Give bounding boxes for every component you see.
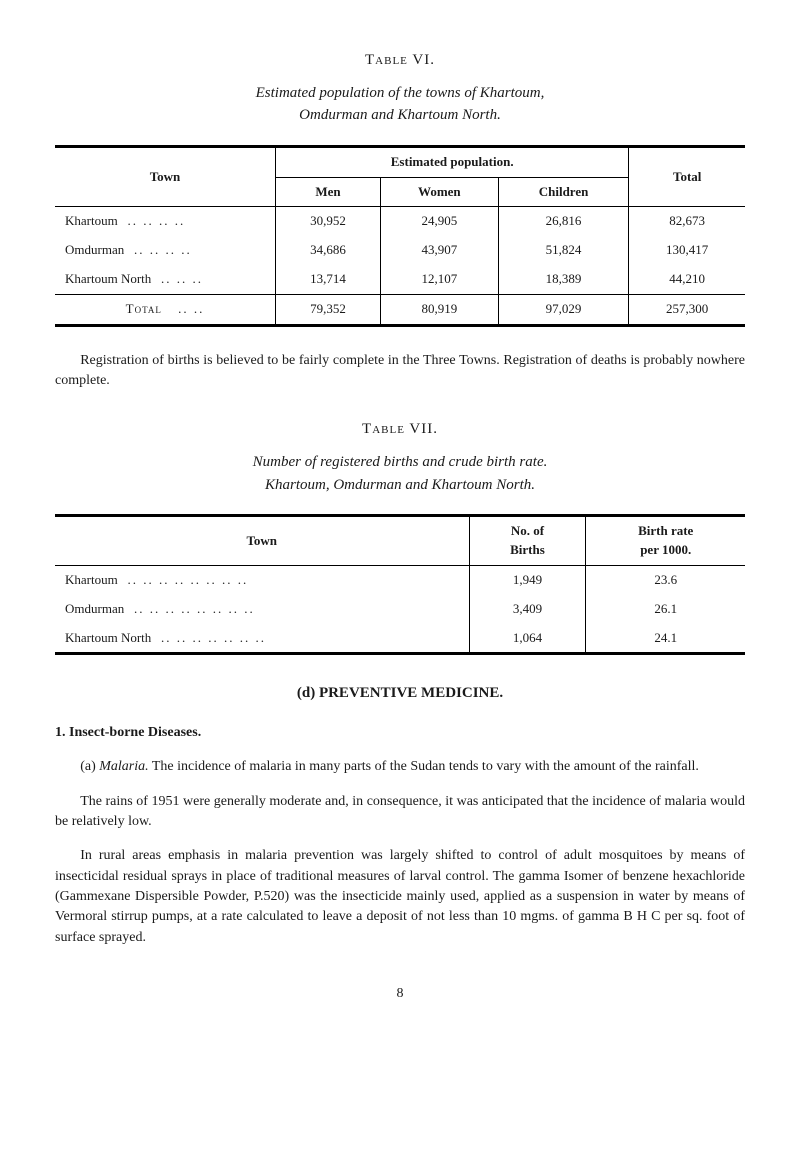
table6-total-total: 257,300 [629,294,745,325]
table6-row1-children: 51,824 [498,236,629,265]
page-number: 8 [55,984,745,1004]
dots: .. .. .. [161,271,203,286]
table-row: Khartoum North .. .. .. 13,714 12,107 18… [55,265,745,294]
malaria-a-text: The incidence of malaria in many parts o… [149,759,699,774]
dots: .. .. [178,301,204,316]
table7-col-births-line2: Births [510,542,545,557]
table6-col-men: Men [276,177,381,207]
table6-caption-line2: Omdurman and Khartoum North. [299,107,501,123]
table6-row1-total: 130,417 [629,236,745,265]
table6-row0-children: 26,816 [498,207,629,236]
table7: Town No. of Births Birth rate per 1000. … [55,514,745,655]
table-row: Khartoum North .. .. .. .. .. .. .. 1,06… [55,624,745,654]
table6-row0-women: 24,905 [381,207,499,236]
registration-paragraph: Registration of births is believed to be… [55,351,745,392]
table6-row2-town: Khartoum North [65,271,151,286]
table-row: Omdurman .. .. .. .. 34,686 43,907 51,82… [55,236,745,265]
malaria-paragraph-a: (a) Malaria. The incidence of malaria in… [55,757,745,777]
table-row: Omdurman .. .. .. .. .. .. .. .. 3,409 2… [55,595,745,624]
insect-borne-heading: 1. Insect-borne Diseases. [55,723,745,743]
table6-row0-total: 82,673 [629,207,745,236]
table7-caption: Number of registered births and crude bi… [55,451,745,496]
table6-total-women: 80,919 [381,294,499,325]
table6-col-town: Town [55,146,276,207]
table7-row0-births: 1,949 [469,565,586,594]
table7-row2-births: 1,064 [469,624,586,654]
table7-row1-rate: 26.1 [586,595,745,624]
table7-caption-line2: Khartoum, Omdurman and Khartoum North. [265,477,535,493]
table6-row2-women: 12,107 [381,265,499,294]
malaria-a-italic: Malaria. [99,759,148,774]
table7-row1-town: Omdurman [65,601,124,616]
malaria-a-prefix: (a) [80,759,99,774]
dots: .. .. .. .. [134,242,192,257]
table7-row0-rate: 23.6 [586,565,745,594]
table6: Town Estimated population. Total Men Wom… [55,145,745,327]
table7-row2-rate: 24.1 [586,624,745,654]
table7-col-town: Town [55,516,469,566]
table6-col-children: Children [498,177,629,207]
table7-row1-births: 3,409 [469,595,586,624]
table6-total-children: 97,029 [498,294,629,325]
table6-row1-town: Omdurman [65,242,124,257]
table6-row1-women: 43,907 [381,236,499,265]
table6-total-row: Total .. .. 79,352 80,919 97,029 257,300 [55,294,745,325]
table6-row2-men: 13,714 [276,265,381,294]
section-d-heading: (d) PREVENTIVE MEDICINE. [55,683,745,705]
table6-total-men: 79,352 [276,294,381,325]
table6-caption: Estimated population of the towns of Kha… [55,82,745,127]
malaria-paragraph-2: The rains of 1951 were generally moderat… [55,792,745,833]
table6-row2-total: 44,210 [629,265,745,294]
table6-row0-town: Khartoum [65,213,118,228]
table6-label: Table VI. [55,50,745,72]
table-row: Khartoum .. .. .. .. .. .. .. .. 1,949 2… [55,565,745,594]
table6-row1-men: 34,686 [276,236,381,265]
dots: .. .. .. .. .. .. .. [161,630,266,645]
table6-total-label: Total [126,301,162,316]
dots: .. .. .. .. .. .. .. .. [134,601,255,616]
table6-row2-children: 18,389 [498,265,629,294]
table7-row2-town: Khartoum North [65,630,151,645]
table6-col-women: Women [381,177,499,207]
malaria-paragraph-3: In rural areas emphasis in malaria preve… [55,846,745,947]
table7-caption-line1: Number of registered births and crude bi… [253,454,548,470]
table7-row0-town: Khartoum [65,572,118,587]
table-row: Khartoum .. .. .. .. 30,952 24,905 26,81… [55,207,745,236]
table6-col-total: Total [629,146,745,207]
table7-label: Table VII. [55,419,745,441]
table7-col-rate-line2: per 1000. [640,542,691,557]
table6-row0-men: 30,952 [276,207,381,236]
table6-col-estpop: Estimated population. [276,146,629,177]
table7-col-rate-line1: Birth rate [638,523,693,538]
dots: .. .. .. .. .. .. .. .. [127,572,248,587]
dots: .. .. .. .. [127,213,185,228]
table7-col-births-line1: No. of [511,523,544,538]
table6-caption-line1: Estimated population of the towns of Kha… [256,85,545,101]
